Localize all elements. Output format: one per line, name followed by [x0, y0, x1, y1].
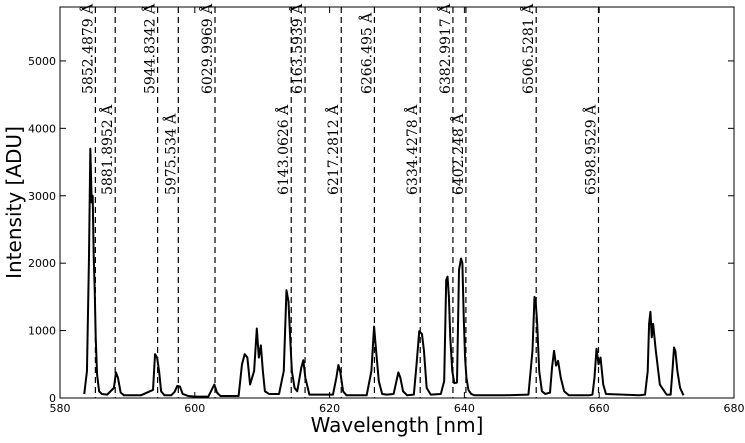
- y-tick-label: 4000: [28, 122, 56, 135]
- plot-frame: [59, 6, 735, 399]
- x-axis-label: Wavelength [nm]: [311, 413, 484, 437]
- line-label-10: 6382.9917 Å: [436, 3, 454, 94]
- line-label-7: 6217.2812 Å: [324, 104, 342, 195]
- y-axis: 0 1000 2000 3000 4000 5000: [28, 55, 734, 405]
- y-tick-label: 0: [49, 392, 56, 405]
- y-tick-label: 5000: [28, 55, 56, 68]
- line-label-3: 5975.534 Å: [161, 113, 179, 195]
- y-axis-label: Intensity [ADU]: [2, 126, 26, 279]
- line-label-8: 6266.495 Å: [357, 12, 375, 94]
- x-tick-label: 580: [50, 402, 71, 415]
- x-tick-label: 640: [454, 402, 475, 415]
- x-axis: 580 600 620 640 660 680: [50, 7, 745, 415]
- x-tick-label: 620: [319, 402, 340, 415]
- line-label-2: 5944.8342 Å: [141, 3, 159, 94]
- spectrum-line: [83, 147, 685, 398]
- line-label-0: 5852.4879 Å: [78, 3, 96, 94]
- line-label-6: 6163.5939 Å: [288, 3, 306, 94]
- line-label-5: 6143.0626 Å: [274, 104, 292, 195]
- line-label-4: 6029.9969 Å: [198, 3, 216, 94]
- line-label-13: 6598.9529 Å: [581, 104, 599, 195]
- x-tick-label: 680: [724, 402, 745, 415]
- y-tick-label: 3000: [28, 190, 56, 203]
- y-tick-label: 2000: [28, 257, 56, 270]
- y-tick-label: 1000: [28, 325, 56, 338]
- line-label-12: 6506.5281 Å: [519, 3, 537, 94]
- line-label-11: 6402.248 Å: [449, 113, 467, 195]
- line-label-9: 6334.4278 Å: [403, 104, 421, 195]
- x-tick-label: 660: [589, 402, 610, 415]
- x-tick-label: 600: [184, 402, 205, 415]
- line-label-1: 5881.8952 Å: [98, 104, 116, 195]
